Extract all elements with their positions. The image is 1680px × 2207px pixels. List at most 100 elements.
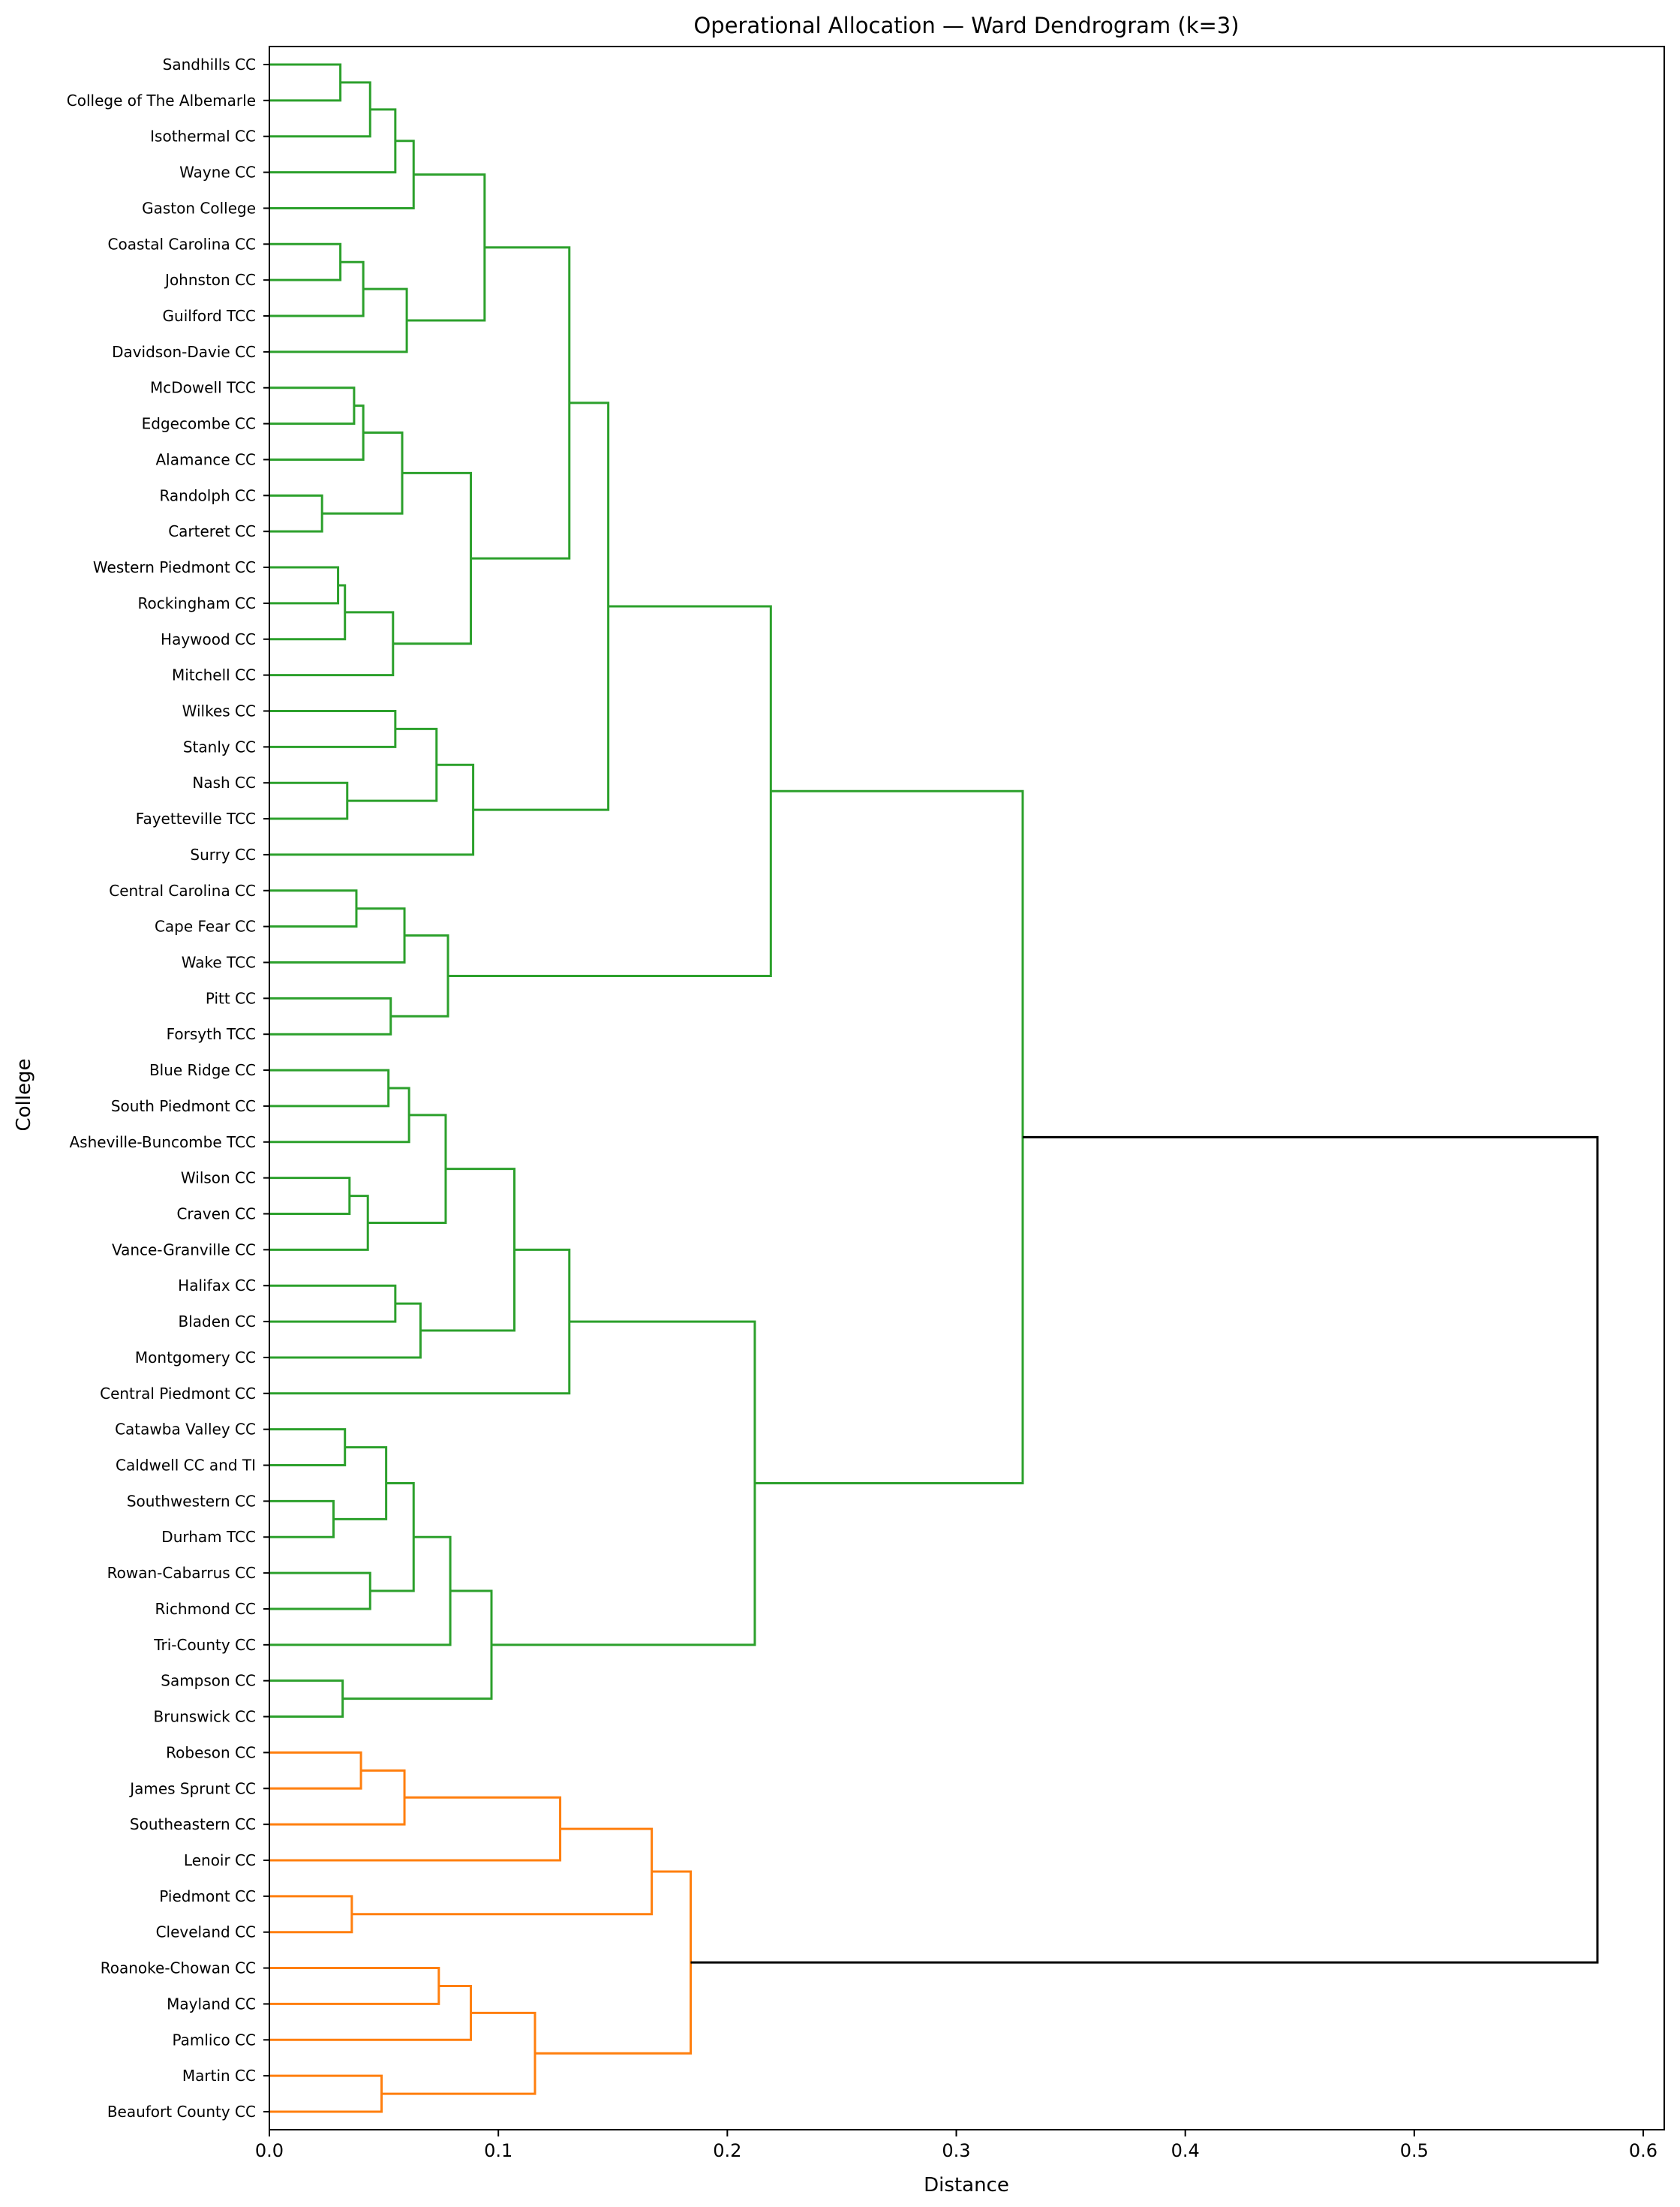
x-axis-ticks: 0.0 0.1 0.2 0.3 0.4 0.5 0.6 bbox=[255, 2130, 1657, 2161]
leaf-label: Tri-County CC bbox=[153, 1636, 256, 1654]
cluster-link-green bbox=[322, 431, 404, 515]
cluster-link-green bbox=[269, 907, 406, 964]
cluster-link-green bbox=[269, 1302, 422, 1359]
cluster-link-green bbox=[269, 81, 371, 138]
leaf-label: Montgomery CC bbox=[135, 1349, 256, 1367]
y-axis-label: College bbox=[13, 1058, 35, 1131]
cluster-link-green bbox=[269, 1069, 390, 1108]
leaf-label: Wilkes CC bbox=[182, 702, 256, 720]
leaf-label: Southwestern CC bbox=[127, 1492, 256, 1510]
cluster-link-green bbox=[269, 763, 475, 856]
leaf-label: McDowell TCC bbox=[150, 379, 256, 397]
leaf-label: Carteret CC bbox=[168, 522, 256, 540]
cluster-link-green bbox=[269, 584, 347, 641]
leaf-label: Catawba Valley CC bbox=[115, 1421, 256, 1439]
leaf-label: Piedmont CC bbox=[159, 1887, 256, 1905]
cluster-link-green bbox=[269, 108, 397, 174]
cluster-link-green bbox=[269, 242, 342, 281]
leaf-label: Cleveland CC bbox=[156, 1923, 256, 1941]
leaf-label: Lenoir CC bbox=[184, 1851, 256, 1869]
cluster-link-green bbox=[491, 1320, 756, 1646]
leaf-label: Bladen CC bbox=[179, 1312, 257, 1331]
cluster-link-orange bbox=[269, 2074, 383, 2113]
cluster-link-green bbox=[754, 789, 1024, 1484]
cluster-link-green bbox=[269, 1195, 369, 1251]
leaf-label: Edgecombe CC bbox=[142, 415, 256, 433]
x-tick-label: 0.5 bbox=[1400, 2140, 1429, 2161]
leaf-label: Southeastern CC bbox=[130, 1815, 256, 1833]
leaf-label: Central Carolina CC bbox=[109, 882, 256, 900]
leaf-label: Haywood CC bbox=[161, 630, 256, 648]
leaf-label: Gaston College bbox=[142, 199, 256, 217]
leaf-label: Davidson-Davie CC bbox=[112, 343, 256, 361]
cluster-link-green bbox=[269, 1499, 335, 1538]
leaf-label: Vance-Granville CC bbox=[112, 1240, 256, 1258]
leaf-label: Sampson CC bbox=[161, 1672, 256, 1690]
leaf-label: Caldwell CC and TI bbox=[116, 1457, 256, 1475]
leaf-label: Craven CC bbox=[176, 1205, 256, 1223]
cluster-link-orange bbox=[269, 1751, 362, 1790]
x-tick-label: 0.3 bbox=[942, 2140, 970, 2161]
cluster-link-green bbox=[269, 63, 342, 102]
leaf-label: Fayetteville TCC bbox=[136, 810, 256, 828]
leaf-label: Martin CC bbox=[182, 2067, 256, 2085]
cluster-link-green bbox=[269, 1177, 351, 1216]
cluster-link-green bbox=[269, 386, 356, 425]
leaf-label: Rockingham CC bbox=[138, 594, 256, 612]
leaf-label: Cape Fear CC bbox=[155, 918, 256, 936]
leaf-label: Wayne CC bbox=[179, 164, 256, 182]
cluster-link-orange bbox=[381, 2011, 536, 2095]
leaf-label: James Sprunt CC bbox=[128, 1779, 256, 1797]
cluster-link-green bbox=[390, 934, 449, 1018]
leaf-label: Pamlico CC bbox=[172, 2031, 256, 2049]
leaf-label: Robeson CC bbox=[166, 1743, 256, 1761]
cluster-link-green bbox=[333, 1446, 388, 1520]
leaf-label: Johnston CC bbox=[164, 271, 256, 289]
cluster-link-green bbox=[368, 1114, 447, 1224]
leaf-label: Sandhills CC bbox=[163, 56, 256, 74]
leaf-label: Halifax CC bbox=[178, 1276, 256, 1294]
cluster-link-green bbox=[392, 471, 473, 645]
leaf-label: Nash CC bbox=[192, 774, 256, 792]
leaf-label: Blue Ridge CC bbox=[149, 1061, 256, 1079]
leaf-label: Durham TCC bbox=[161, 1528, 256, 1546]
leaf-label: Stanly CC bbox=[183, 738, 256, 756]
leaf-label: Richmond CC bbox=[155, 1600, 256, 1618]
cluster-link-green bbox=[473, 401, 610, 811]
cluster-link-green bbox=[269, 494, 323, 533]
cluster-link-green bbox=[470, 246, 571, 560]
leaf-label: Coastal Carolina CC bbox=[108, 235, 256, 253]
cluster-link-green bbox=[407, 173, 486, 322]
cluster-link-orange bbox=[269, 1895, 353, 1934]
cluster-link-green bbox=[269, 1248, 571, 1395]
leaf-label: Western Piedmont CC bbox=[93, 558, 256, 576]
leaf-label: Surry CC bbox=[190, 846, 256, 864]
leaf-label: Mayland CC bbox=[167, 1995, 256, 2013]
cluster-link-orange bbox=[269, 1769, 406, 1826]
leaf-label: Alamance CC bbox=[156, 450, 257, 468]
leaf-label: Isothermal CC bbox=[150, 128, 256, 146]
cluster-link-orange bbox=[351, 1827, 654, 1916]
leaf-label: Roanoke-Chowan CC bbox=[101, 1959, 256, 1977]
cluster-link-green bbox=[269, 1428, 347, 1467]
cluster-link-green bbox=[269, 709, 397, 748]
leaf-label: South Piedmont CC bbox=[111, 1097, 256, 1115]
x-tick-label: 0.2 bbox=[713, 2140, 741, 2161]
cluster-link-orange bbox=[269, 1967, 440, 2005]
cluster-link-orange bbox=[269, 1984, 473, 2041]
cluster-link-green bbox=[269, 260, 365, 317]
x-tick-label: 0.4 bbox=[1171, 2140, 1200, 2161]
x-tick-label: 0.6 bbox=[1629, 2140, 1657, 2161]
leaf-labels: Sandhills CC College of The Albemarle Isot… bbox=[67, 56, 269, 2121]
leaf-label: Mitchell CC bbox=[172, 666, 256, 684]
cluster-link-green bbox=[269, 1571, 371, 1610]
leaf-label: Wake TCC bbox=[182, 953, 256, 971]
cluster-link-green bbox=[269, 781, 349, 820]
cluster-link-green bbox=[269, 1535, 452, 1646]
cluster-link-green bbox=[448, 605, 772, 977]
cluster-link-green bbox=[347, 727, 438, 802]
cluster-link-green bbox=[269, 611, 395, 677]
cluster-link-orange bbox=[269, 1796, 562, 1862]
dendrogram-links bbox=[269, 63, 1599, 2113]
cluster-link-green bbox=[269, 140, 415, 209]
